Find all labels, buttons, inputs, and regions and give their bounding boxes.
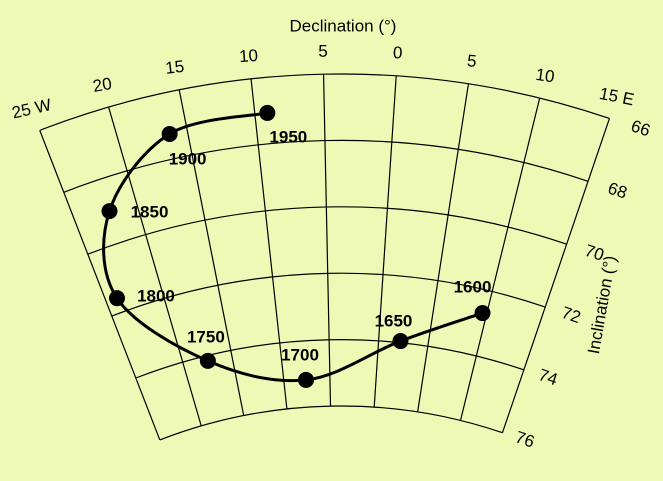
x-tick-label: 10	[534, 65, 555, 87]
x-tick-label: 20	[91, 74, 113, 96]
data-point	[392, 333, 409, 350]
x-axis-title: Declination (°)	[290, 16, 397, 35]
grid-radial	[322, 74, 332, 407]
data-point	[161, 125, 178, 142]
data-point	[259, 104, 276, 121]
point-label: 1700	[281, 345, 319, 364]
grid-radial	[417, 83, 470, 412]
x-tick-label: 15	[164, 57, 185, 78]
data-point	[297, 371, 314, 388]
data-point	[101, 203, 118, 220]
grid-radial	[459, 97, 541, 421]
grid-radial	[178, 89, 245, 416]
point-label: 1950	[269, 127, 307, 146]
grid-radial	[108, 106, 202, 427]
grid-radial	[250, 78, 288, 409]
x-tick-label: 0	[393, 43, 403, 62]
point-label: 1750	[187, 327, 225, 346]
point-label: 1850	[131, 203, 169, 222]
x-tick-label: 10	[239, 46, 259, 66]
point-label: 1650	[375, 312, 413, 331]
x-tick-label: 5	[466, 51, 477, 71]
data-point	[199, 352, 216, 369]
grid-radial	[39, 130, 161, 441]
point-label: 1900	[169, 149, 207, 168]
grid-arc	[159, 405, 503, 441]
grid-radial	[501, 118, 611, 433]
point-label: 1800	[137, 287, 175, 306]
x-tick-label: 5	[318, 42, 328, 61]
point-label: 1600	[454, 278, 492, 297]
data-point	[474, 305, 491, 322]
data-point	[108, 290, 125, 307]
